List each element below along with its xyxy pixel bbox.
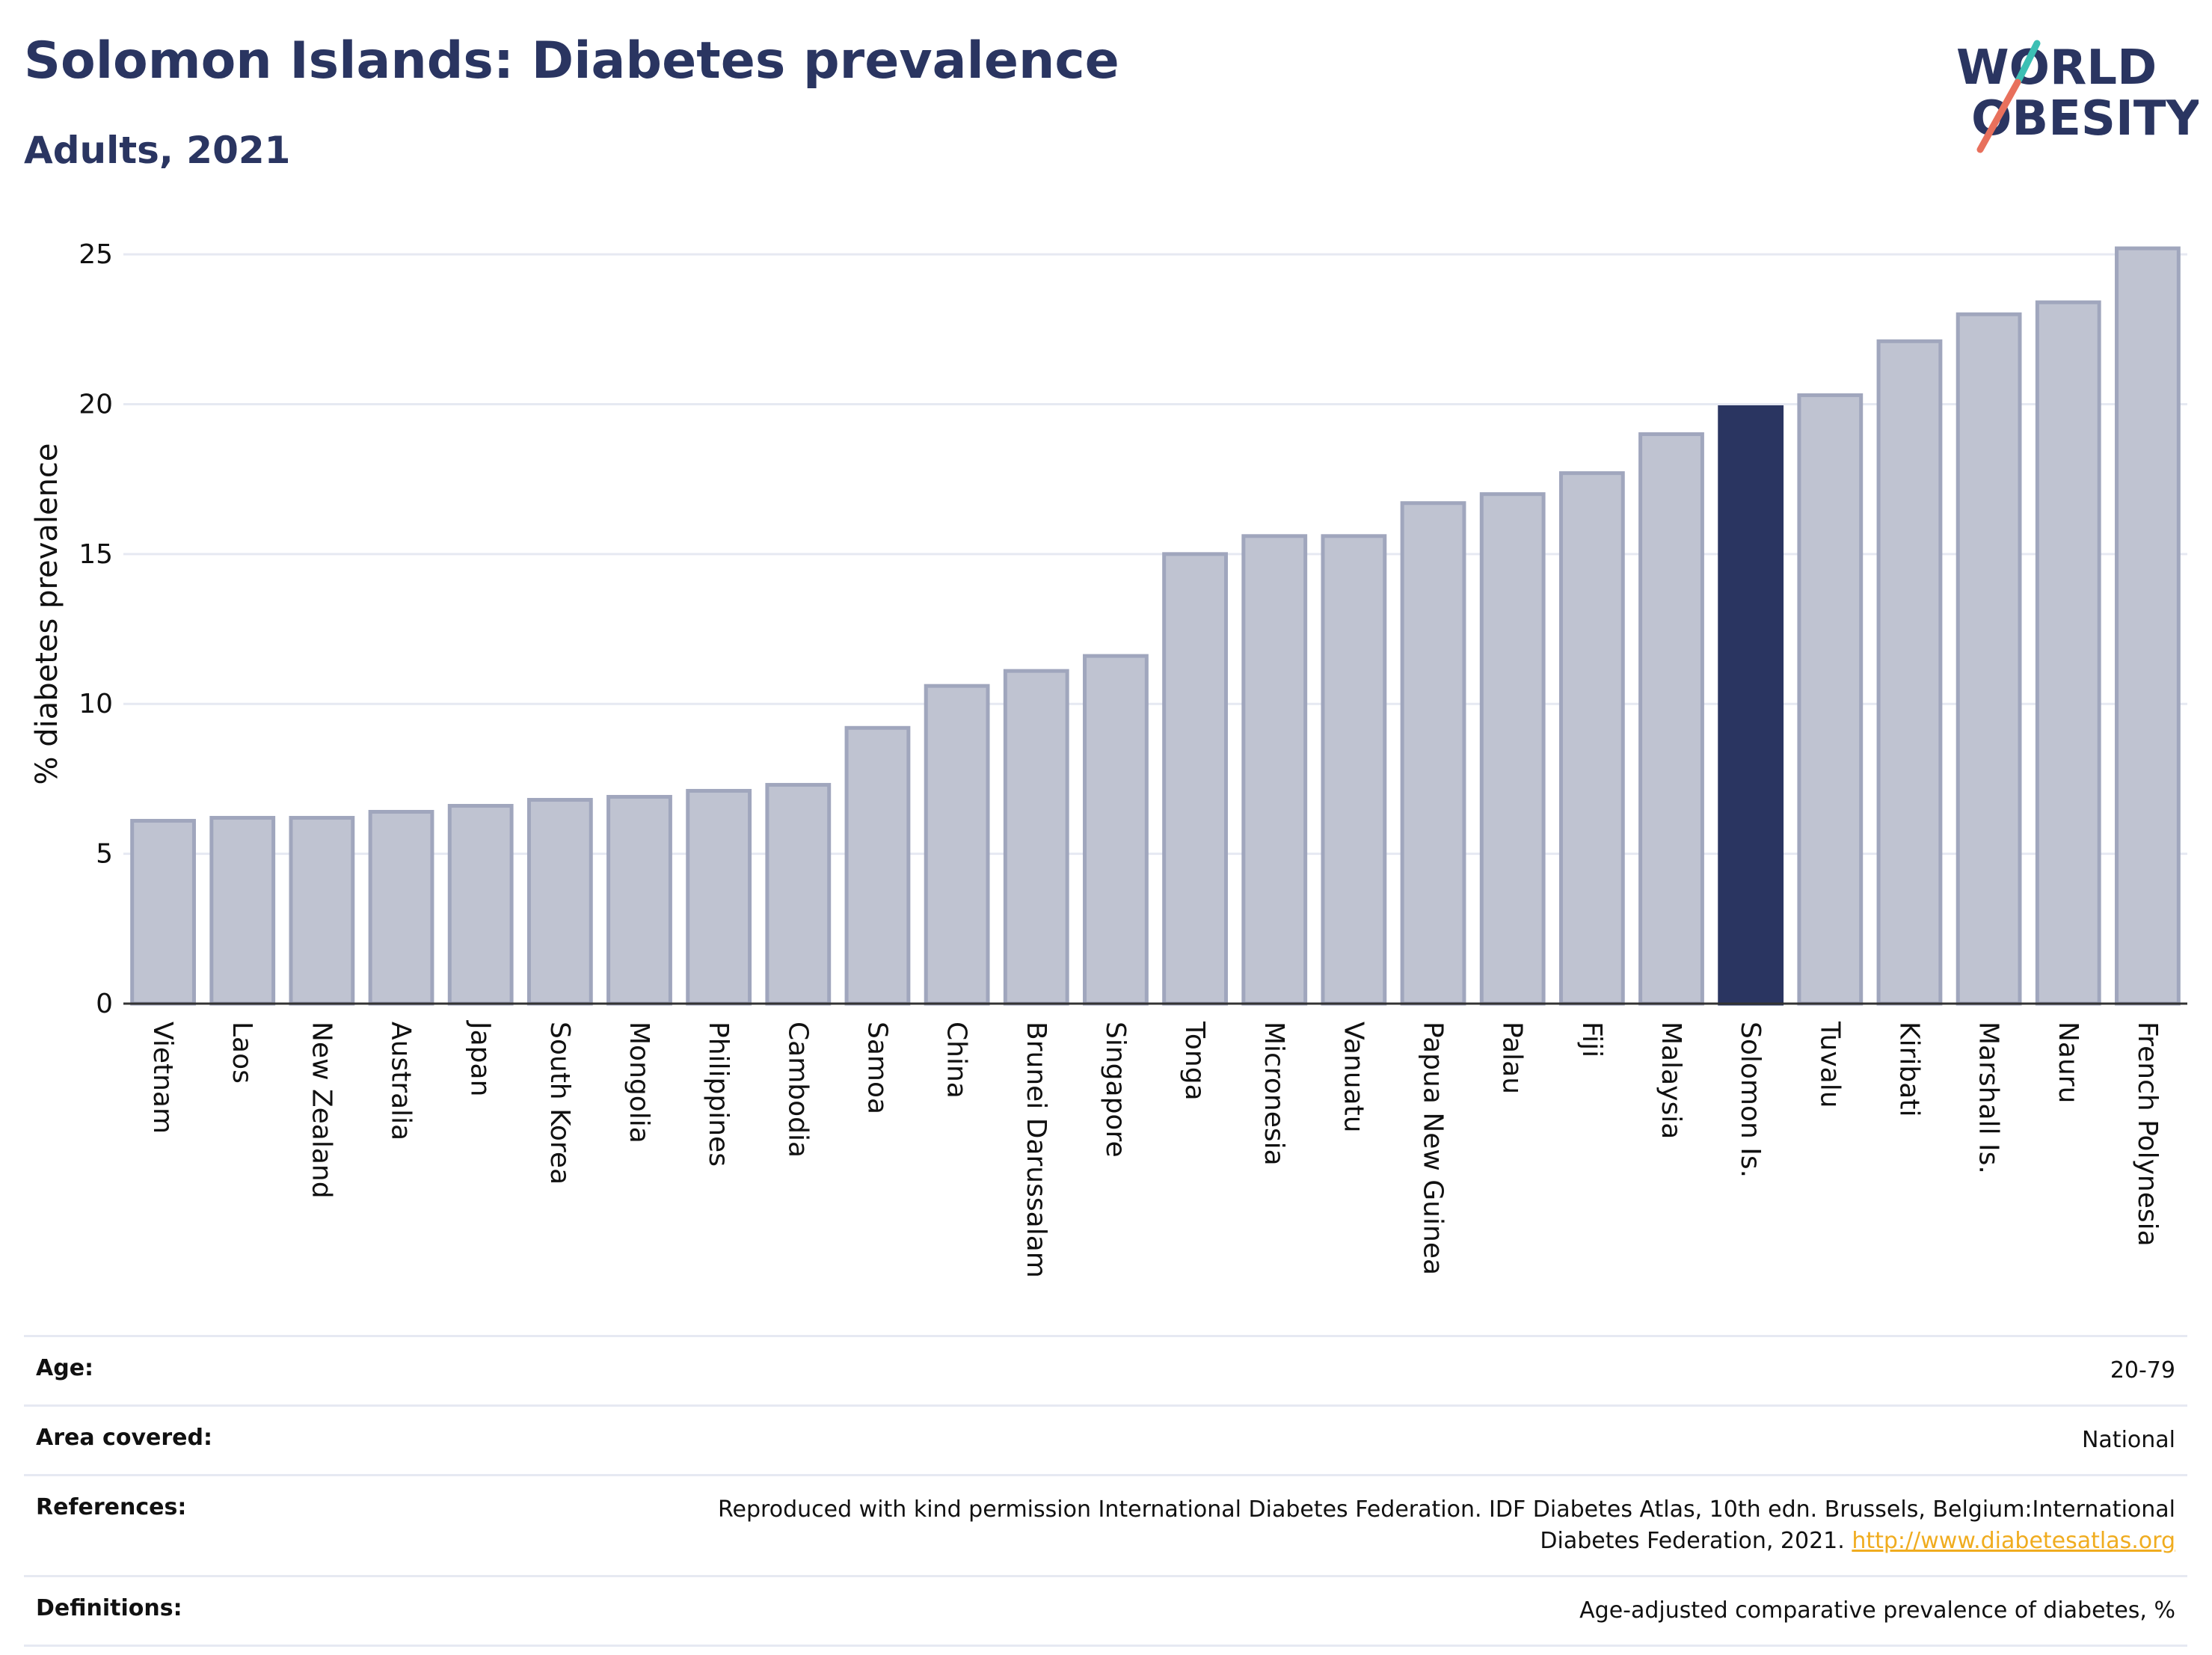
info-row-area: Area covered: National <box>24 1404 2187 1474</box>
info-label: Age: <box>36 1355 94 1381</box>
bar <box>130 819 196 1006</box>
info-value: National <box>2081 1427 2175 1453</box>
info-row-age: Age: 20-79 <box>24 1335 2187 1404</box>
info-label: Area covered: <box>36 1425 212 1451</box>
bar <box>1558 471 1625 1006</box>
y-tick-label: 25 <box>79 239 113 270</box>
x-tick-label: Mongolia <box>624 1022 654 1143</box>
bar <box>1400 501 1466 1006</box>
x-tick-label: South Korea <box>544 1022 575 1185</box>
bar <box>209 816 276 1006</box>
bar <box>289 816 355 1006</box>
y-axis-title: % diabetes prevalence <box>30 443 64 784</box>
logo-slash-coral <box>1976 79 2021 153</box>
y-tick-label: 10 <box>79 689 113 719</box>
x-tick-label: Japan <box>465 1020 496 1096</box>
bar <box>2115 246 2181 1006</box>
bar <box>447 803 514 1006</box>
bar <box>1162 552 1228 1006</box>
x-tick-label: Cambodia <box>782 1022 813 1158</box>
bar <box>1797 393 1864 1006</box>
y-tick-label: 0 <box>96 989 113 1019</box>
bar <box>686 788 752 1006</box>
x-tick-label: Singapore <box>1100 1022 1131 1158</box>
info-row-references: References: Reproduced with kind permiss… <box>24 1474 2187 1575</box>
info-label: Definitions: <box>36 1595 182 1621</box>
logo-slash-teal <box>2014 40 2041 86</box>
x-tick-label: French Polynesia <box>2132 1022 2163 1247</box>
bar <box>526 797 593 1006</box>
x-tick-label: Palau <box>1497 1022 1528 1094</box>
bar <box>1956 312 2022 1006</box>
x-tick-label: Tonga <box>1179 1021 1210 1101</box>
bar <box>844 725 911 1006</box>
info-value: Age-adjusted comparative prevalence of d… <box>1579 1597 2175 1624</box>
bar <box>1876 339 1943 1006</box>
info-table: Age: 20-79 Area covered: National Refere… <box>24 1335 2187 1647</box>
x-tick-label: Fiji <box>1576 1022 1607 1057</box>
x-tick-label: Solomon Is. <box>1735 1022 1766 1178</box>
world-obesity-logo: WORLD OBESITY <box>1956 40 2199 153</box>
bar <box>606 794 672 1006</box>
bar <box>1321 534 1387 1006</box>
references-text: Reproduced with kind permission Internat… <box>718 1496 2175 1554</box>
info-label: References: <box>36 1494 187 1520</box>
x-tick-label: Vanuatu <box>1338 1022 1368 1133</box>
x-tick-label: Laos <box>227 1022 257 1084</box>
y-tick-label: 15 <box>79 539 113 570</box>
x-tick-label: Micronesia <box>1259 1022 1289 1166</box>
x-tick-label: Tuvalu <box>1814 1021 1845 1108</box>
bar <box>924 684 990 1006</box>
x-tick-label: Samoa <box>861 1022 892 1114</box>
references-link[interactable]: http://www.diabetesatlas.org <box>1852 1528 2175 1554</box>
x-tick-label: New Zealand <box>306 1022 337 1199</box>
x-tick-label: Kiribati <box>1893 1022 1924 1117</box>
bar <box>765 782 832 1006</box>
x-tick-label: China <box>941 1022 972 1099</box>
bar <box>1083 654 1149 1006</box>
bar <box>1718 405 1784 1006</box>
y-tick-label: 20 <box>79 389 113 420</box>
x-tick-label: Vietnam <box>147 1022 178 1134</box>
info-value: Reproduced with kind permission Internat… <box>642 1494 2175 1557</box>
bar <box>368 810 434 1006</box>
x-tick-label: Papua New Guinea <box>1418 1022 1448 1275</box>
info-value: 20-79 <box>2110 1357 2175 1384</box>
y-tick-label: 5 <box>96 839 113 870</box>
x-tick-label: Nauru <box>2053 1022 2083 1103</box>
info-row-definitions: Definitions: Age-adjusted comparative pr… <box>24 1575 2187 1647</box>
x-tick-label: Marshall Is. <box>1973 1022 2004 1174</box>
x-tick-label: Australia <box>386 1022 417 1140</box>
x-tick-label: Brunei Darussalam <box>1021 1022 1051 1278</box>
bar <box>1479 492 1546 1006</box>
bar <box>1241 534 1308 1006</box>
bar <box>1638 432 1704 1006</box>
bar <box>2035 300 2101 1006</box>
x-tick-label: Philippines <box>703 1022 734 1167</box>
x-tick-label: Malaysia <box>1656 1022 1686 1139</box>
chart-title: Solomon Islands: Diabetes prevalence <box>24 31 1119 90</box>
chart-subtitle: Adults, 2021 <box>24 129 291 172</box>
logo-text-world: WORLD <box>1956 40 2157 96</box>
bar <box>1003 669 1069 1006</box>
bar-chart: 0 5 10 15 20 25 % diabetes prevalence Vietnam La… <box>30 239 2187 1278</box>
